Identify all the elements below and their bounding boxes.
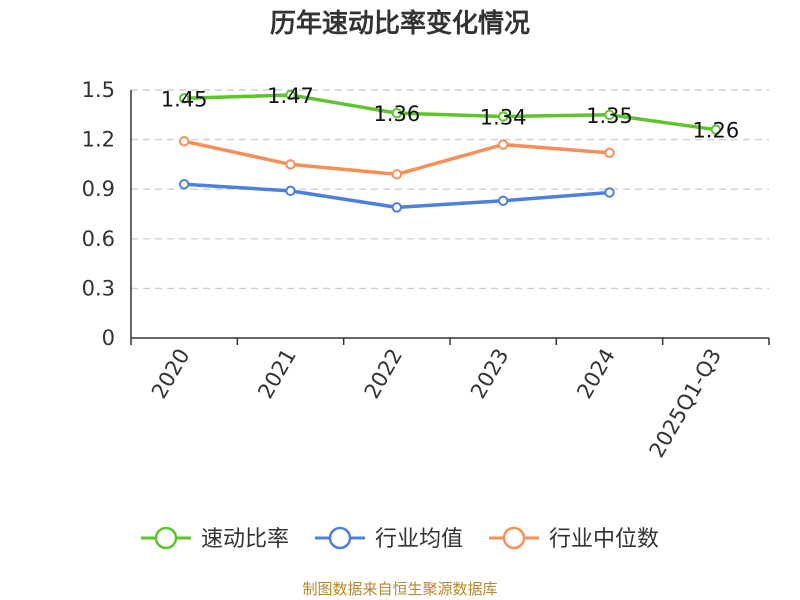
legend-item[interactable]: 行业均值	[315, 526, 463, 552]
series-line	[182, 93, 718, 132]
data-point[interactable]	[391, 202, 403, 213]
data-label: 1.26	[692, 119, 739, 143]
legend-item[interactable]: 行业中位数	[489, 526, 659, 552]
data-label: 1.34	[480, 105, 527, 129]
data-point[interactable]	[604, 147, 615, 159]
y-tick-label: 0.6	[82, 227, 115, 251]
data-point[interactable]	[391, 107, 403, 119]
x-tick-label: 2021	[253, 345, 301, 403]
data-label: 1.47	[267, 84, 314, 108]
series-layer	[178, 89, 722, 213]
data-label: 1.36	[373, 102, 420, 126]
data-point[interactable]	[710, 124, 722, 135]
data-point[interactable]	[178, 136, 190, 147]
chart-title: 历年速动比率变化情况	[270, 8, 530, 39]
legend-marker-icon	[154, 526, 178, 550]
y-tick-label: 0	[102, 326, 115, 350]
data-label: 1.35	[586, 104, 633, 128]
data-point[interactable]	[178, 93, 190, 104]
legend-marker-icon	[328, 526, 352, 550]
legend-marker-icon	[502, 526, 526, 550]
x-tick-label: 2023	[466, 344, 514, 402]
data-point[interactable]	[285, 89, 296, 101]
data-point[interactable]	[285, 159, 296, 170]
data-point[interactable]	[604, 109, 615, 121]
data-point[interactable]	[497, 195, 509, 206]
data-point[interactable]	[391, 169, 403, 180]
data-label: 1.45	[161, 87, 208, 111]
source-note: 制图数据来自恒生聚源数据库	[302, 580, 497, 598]
x-tick-label: 2022	[360, 345, 408, 403]
data-point[interactable]	[285, 185, 296, 197]
data-point[interactable]	[497, 139, 509, 150]
x-tick-label: 2025Q1-Q3	[645, 345, 727, 462]
data-point[interactable]	[178, 179, 190, 190]
legend[interactable]: 速动比率 行业均值 行业中位数	[141, 526, 659, 552]
y-tick-label: 1.2	[82, 128, 115, 152]
legend-label: 速动比率	[201, 527, 289, 552]
x-tick-label: 2020	[147, 345, 195, 403]
x-tick-label: 2024	[572, 345, 620, 403]
y-tick-label: 0.9	[82, 177, 115, 201]
data-point[interactable]	[497, 111, 509, 122]
axis-layer: 0 0.3 0.6 0.9 1.2 1.5 2020 2021 2022 2023 2024 2025…	[82, 78, 770, 462]
data-point[interactable]	[604, 187, 615, 198]
legend-item[interactable]: 速动比率	[141, 526, 289, 552]
grid-layer	[131, 89, 769, 290]
label-layer: 1.45 1.47 1.36 1.34 1.35 1.26	[161, 84, 739, 143]
legend-label: 行业中位数	[549, 527, 659, 552]
y-tick-label: 1.5	[82, 78, 115, 102]
y-tick-label: 0.3	[82, 276, 115, 300]
legend-label: 行业均值	[375, 527, 463, 552]
